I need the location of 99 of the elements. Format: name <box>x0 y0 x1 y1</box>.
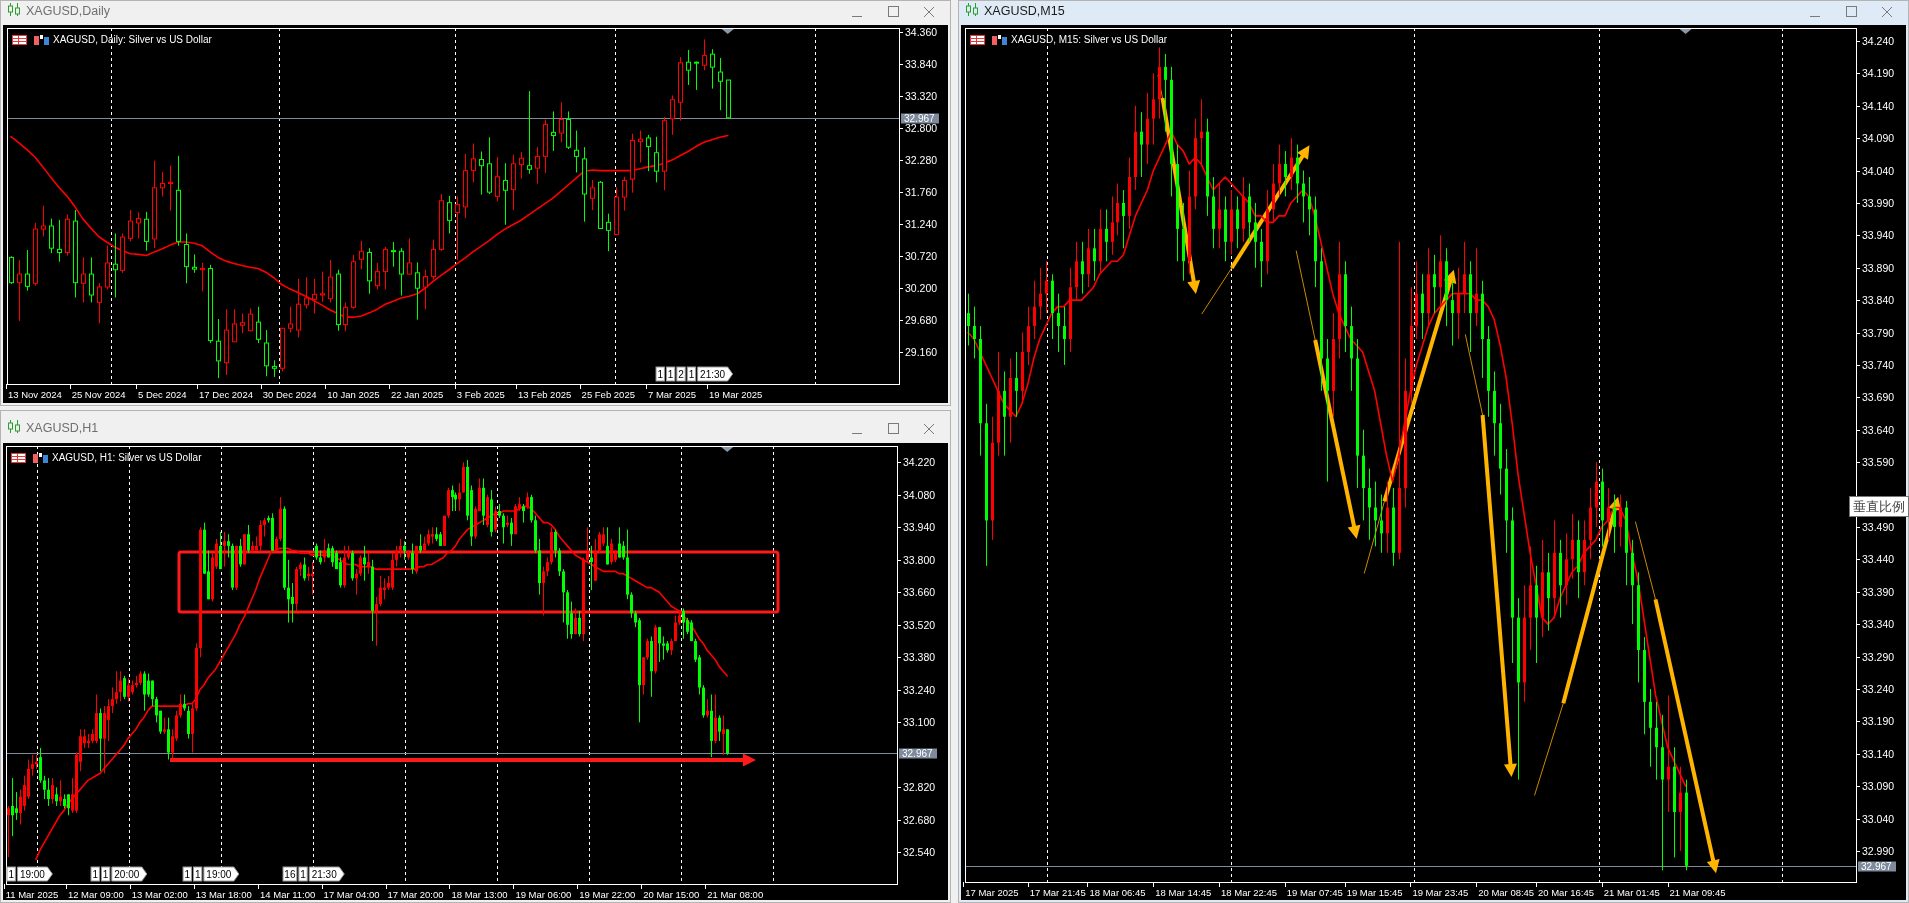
y-tick-label: 30.200 <box>905 282 938 294</box>
x-tick-label: 7 Mar 2025 <box>648 388 697 400</box>
y-tick-label: 33.100 <box>903 716 936 728</box>
y-tick-label: 32.800 <box>905 122 938 134</box>
x-tick-label: 19 Mar 23:45 <box>1412 886 1469 898</box>
x-tick-label: 13 Mar 02:00 <box>131 888 188 900</box>
x-tick-label: 21 Mar 01:45 <box>1603 886 1660 898</box>
y-tick-label: 33.290 <box>1862 651 1895 663</box>
x-tick-label: 19 Mar 15:45 <box>1346 886 1403 898</box>
x-tick-label: 13 Nov 2024 <box>7 388 62 400</box>
y-tick-label: 33.390 <box>1862 586 1895 598</box>
x-tick-label: 18 Mar 13:00 <box>451 888 508 900</box>
x-tick-label: 13 Feb 2025 <box>517 388 572 400</box>
y-tick-label: 33.590 <box>1862 456 1895 468</box>
x-tick-label: 20 Mar 16:45 <box>1538 886 1594 898</box>
x-tick-label: 17 Mar 21:45 <box>1029 886 1086 898</box>
y-tick-label: 31.760 <box>905 186 938 198</box>
y-tick-label: 34.240 <box>1862 35 1895 47</box>
y-tick-label: 33.340 <box>1862 618 1895 630</box>
x-tick-label: 20 Mar 08:45 <box>1478 886 1535 898</box>
y-tick-label: 34.040 <box>1862 165 1895 177</box>
x-tick-label: 17 Mar 20:00 <box>387 888 444 900</box>
x-tick-label: 21 Mar 08:00 <box>707 888 764 900</box>
x-tick-label: 19 Mar 06:00 <box>515 888 572 900</box>
window-title: XAGUSD,H1 <box>26 421 99 435</box>
x-tick-label: 25 Feb 2025 <box>581 388 635 400</box>
y-tick-label: 33.840 <box>905 58 938 70</box>
window-title: XAGUSD,Daily <box>26 4 111 18</box>
annotation: 1 19:00 <box>8 868 46 880</box>
window-title: XAGUSD,M15 <box>984 4 1065 18</box>
y-tick-label: 33.380 <box>903 651 936 663</box>
y-tick-label: 33.090 <box>1862 780 1895 792</box>
y-tick-label: 32.280 <box>905 154 938 166</box>
annotation: 16 1 21:30 <box>284 868 338 880</box>
y-tick-label: 30.720 <box>905 250 938 262</box>
y-tick-label: 34.080 <box>903 489 936 501</box>
y-tick-label: 33.890 <box>1862 262 1895 274</box>
y-tick-label: 32.820 <box>903 781 936 793</box>
y-tick-label: 34.220 <box>903 456 936 468</box>
y-tick-label: 33.940 <box>1862 229 1895 241</box>
y-tick-label: 33.320 <box>905 90 938 102</box>
x-tick-label: 22 Jan 2025 <box>391 388 444 400</box>
y-tick-label: 34.360 <box>905 26 938 38</box>
annotation: 1 1 20:00 <box>92 868 140 880</box>
y-tick-label: 33.040 <box>1862 813 1895 825</box>
y-tick-label: 33.240 <box>1862 683 1895 695</box>
x-tick-label: 19 Mar 2025 <box>709 388 763 400</box>
y-tick-label: 32.990 <box>1862 845 1895 857</box>
y-tick-label: 33.990 <box>1862 197 1895 209</box>
annotation: 1 1 2 1 21:30 <box>657 368 726 380</box>
y-tick-label: 33.800 <box>903 554 936 566</box>
x-tick-label: 11 Mar 2025 <box>5 888 59 900</box>
x-tick-label: 17 Mar 04:00 <box>323 888 380 900</box>
y-tick-label: 33.740 <box>1862 359 1895 371</box>
price-label: 32.967 <box>1858 861 1896 872</box>
price-label: 32.967 <box>901 113 939 124</box>
x-tick-label: 20 Mar 15:00 <box>643 888 700 900</box>
x-tick-label: 5 Dec 2024 <box>138 388 187 400</box>
y-tick-label: 34.140 <box>1862 100 1895 112</box>
y-tick-label: 33.640 <box>1862 424 1895 436</box>
tooltip: 垂直比例 <box>1849 496 1909 517</box>
x-tick-label: 30 Dec 2024 <box>262 388 317 400</box>
x-tick-label: 19 Mar 22:00 <box>579 888 636 900</box>
y-tick-label: 33.840 <box>1862 294 1895 306</box>
x-tick-label: 18 Mar 22:45 <box>1221 886 1278 898</box>
y-tick-label: 33.690 <box>1862 391 1895 403</box>
chart-label: XAGUSD, M15: Silver vs US Dollar <box>1011 34 1168 45</box>
x-tick-label: 18 Mar 06:45 <box>1089 886 1146 898</box>
x-tick-label: 19 Mar 07:45 <box>1286 886 1343 898</box>
y-tick-label: 34.090 <box>1862 132 1895 144</box>
y-tick-label: 33.490 <box>1862 521 1895 533</box>
y-tick-label: 34.190 <box>1862 67 1895 79</box>
annotation: 1 1 19:00 <box>184 868 232 880</box>
y-tick-label: 31.240 <box>905 218 938 230</box>
chart-label: XAGUSD, Daily: Silver vs US Dollar <box>53 34 212 45</box>
y-tick-label: 33.190 <box>1862 715 1895 727</box>
x-tick-label: 21 Mar 09:45 <box>1669 886 1726 898</box>
y-tick-label: 32.540 <box>903 846 936 858</box>
y-tick-label: 33.240 <box>903 684 936 696</box>
y-tick-label: 33.140 <box>1862 748 1895 760</box>
x-tick-label: 25 Nov 2024 <box>71 388 126 400</box>
y-tick-label: 29.680 <box>905 314 938 326</box>
y-tick-label: 33.940 <box>903 521 936 533</box>
x-tick-label: 13 Mar 18:00 <box>195 888 252 900</box>
y-tick-label: 33.440 <box>1862 553 1895 565</box>
x-tick-label: 17 Dec 2024 <box>199 388 253 400</box>
x-tick-label: 14 Mar 11:00 <box>260 888 316 900</box>
y-tick-label: 32.680 <box>903 814 936 826</box>
x-tick-label: 3 Feb 2025 <box>456 388 505 400</box>
y-tick-label: 33.790 <box>1862 327 1895 339</box>
y-tick-label: 33.520 <box>903 619 936 631</box>
y-tick-label: 29.160 <box>905 346 938 358</box>
x-tick-label: 17 Mar 2025 <box>965 886 1019 898</box>
x-tick-label: 18 Mar 14:45 <box>1155 886 1212 898</box>
price-label: 32.967 <box>899 748 937 759</box>
x-tick-label: 12 Mar 09:00 <box>67 888 124 900</box>
x-tick-label: 10 Jan 2025 <box>327 388 380 400</box>
chart-label: XAGUSD, H1: Silver vs US Dollar <box>52 452 202 463</box>
y-tick-label: 33.660 <box>903 586 936 598</box>
